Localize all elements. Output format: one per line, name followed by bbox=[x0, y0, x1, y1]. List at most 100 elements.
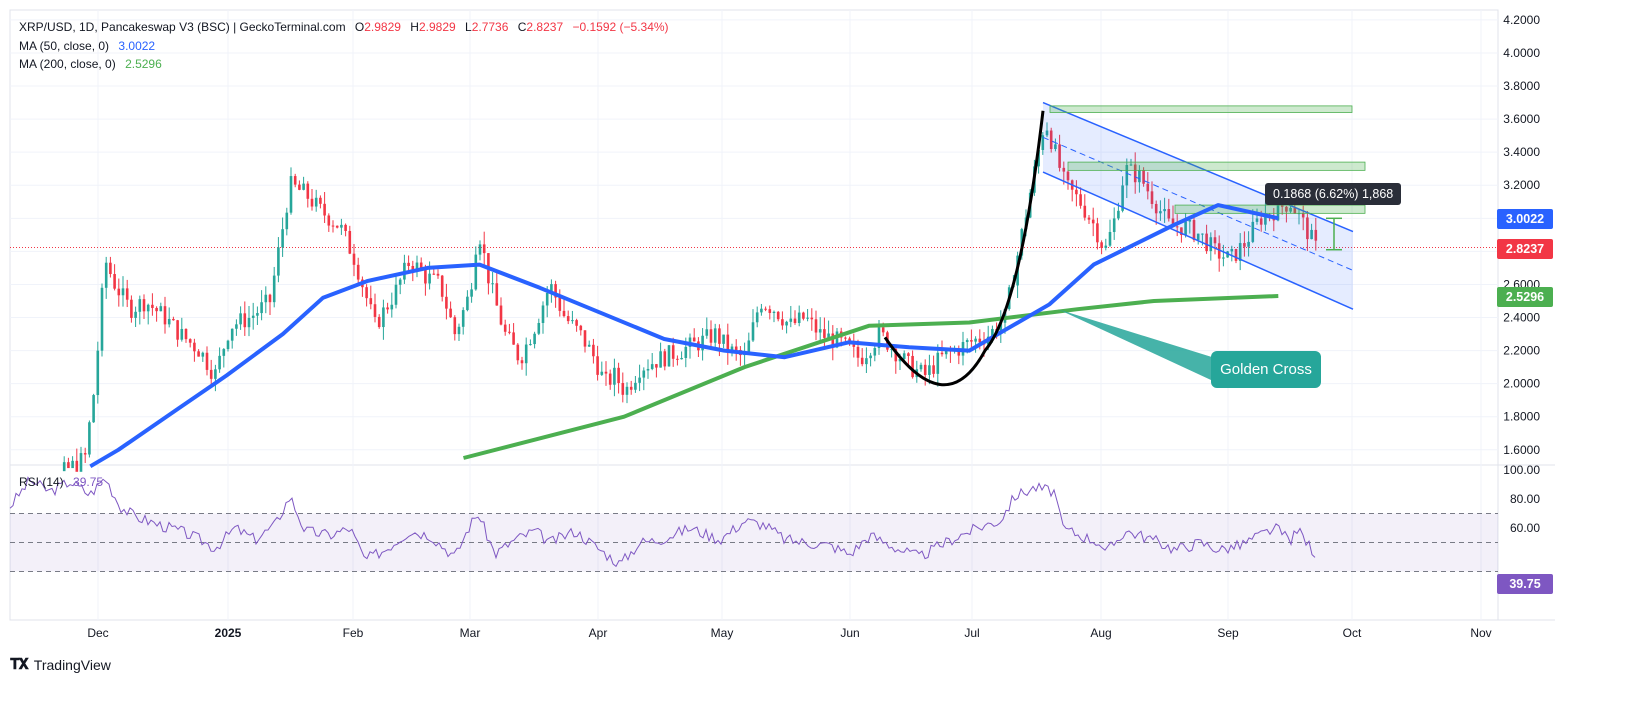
open-label: O bbox=[354, 20, 365, 34]
candle-body bbox=[1049, 130, 1053, 150]
candle-body bbox=[646, 368, 650, 371]
candle-body bbox=[117, 288, 121, 296]
candle-body bbox=[734, 346, 738, 350]
candle-body bbox=[377, 316, 381, 328]
candle-body bbox=[445, 296, 448, 309]
candle-body bbox=[1243, 243, 1246, 247]
price-tick-label: 3.4000 bbox=[1503, 145, 1540, 159]
candle-body bbox=[331, 225, 335, 227]
rsi-legend[interactable]: RSI (14) 39.75 bbox=[19, 475, 103, 489]
candle-body bbox=[625, 386, 629, 395]
candle-body bbox=[1205, 233, 1208, 252]
candle-body bbox=[163, 306, 167, 325]
candle-body bbox=[62, 462, 66, 472]
candle-body bbox=[516, 344, 520, 361]
ma200-price-tag: 2.5296 bbox=[1497, 287, 1553, 307]
candle-body bbox=[533, 333, 536, 345]
candle-body bbox=[638, 377, 641, 383]
candle-body bbox=[310, 198, 314, 207]
candle-body bbox=[604, 371, 608, 374]
candle-body bbox=[138, 299, 142, 312]
candle-body bbox=[1251, 221, 1255, 242]
candle-body bbox=[524, 344, 528, 364]
candle-body bbox=[373, 304, 377, 317]
candle-body bbox=[974, 338, 977, 342]
candle-body bbox=[457, 326, 461, 335]
candle-body bbox=[663, 351, 667, 367]
tradingview-logo[interactable]: 𝐓𝐗 TradingView bbox=[10, 656, 111, 673]
candle-body bbox=[1129, 164, 1133, 166]
candle-body bbox=[88, 422, 91, 455]
candle-body bbox=[239, 313, 242, 325]
candle-body bbox=[999, 322, 1003, 334]
tradingview-logo-icon: 𝐓𝐗 bbox=[10, 656, 29, 673]
candle-body bbox=[1154, 203, 1158, 214]
candle-body bbox=[890, 348, 893, 350]
candle-body bbox=[1310, 229, 1313, 240]
candle-body bbox=[877, 327, 881, 349]
candle-body bbox=[802, 312, 805, 319]
channel-upper-line bbox=[1042, 101, 1354, 233]
candle-body bbox=[298, 184, 301, 190]
candle-body bbox=[470, 289, 473, 297]
candle-body bbox=[1184, 221, 1187, 236]
time-tick-label: Sep bbox=[1217, 626, 1239, 640]
candle-body bbox=[1054, 144, 1057, 150]
ma50-line bbox=[89, 203, 1279, 469]
candle-body bbox=[823, 329, 826, 338]
golden-cross-label[interactable]: Golden Cross bbox=[1211, 351, 1321, 388]
candle-body bbox=[764, 308, 767, 310]
candle-body bbox=[1062, 167, 1066, 172]
candle-body bbox=[932, 365, 935, 374]
candle-body bbox=[121, 288, 125, 296]
candle-body bbox=[453, 317, 457, 335]
candle-body bbox=[79, 453, 83, 472]
measure-label[interactable]: 0.1868 (6.62%) 1,868 bbox=[1265, 183, 1402, 205]
candle-body bbox=[919, 364, 923, 370]
candle-body bbox=[289, 176, 293, 213]
ma200-label: MA (200, close, 0) bbox=[19, 57, 116, 71]
time-tick-label: May bbox=[711, 626, 734, 640]
candle-body bbox=[1108, 232, 1112, 246]
candle-body bbox=[566, 316, 570, 322]
candle-body bbox=[558, 297, 562, 311]
candle-body bbox=[365, 287, 368, 299]
candle-body bbox=[1222, 257, 1225, 259]
rsi-legend-value: 39.75 bbox=[73, 475, 104, 489]
candle-body bbox=[482, 244, 486, 254]
rsi-tick-label: 100.00 bbox=[1503, 463, 1540, 477]
high-value: 2.9829 bbox=[418, 20, 456, 34]
candle-body bbox=[902, 353, 906, 359]
candle-body bbox=[587, 344, 591, 347]
candle-body bbox=[810, 317, 814, 320]
change-value: −0.1592 (−5.34%) bbox=[572, 20, 669, 34]
candle-body bbox=[142, 299, 146, 312]
symbol-legend[interactable]: XRP/USD, 1D, Pancakeswap V3 (BSC) | Geck… bbox=[19, 20, 669, 34]
candle-body bbox=[130, 299, 133, 318]
candle-body bbox=[852, 344, 856, 347]
price-chart[interactable]: 4.2000 4.0000 3.8000 3.6000 3.4000 3.2000 3.00… bbox=[0, 0, 1568, 685]
rsi-price-tag: 39.75 bbox=[1497, 574, 1553, 594]
high-label: H bbox=[410, 20, 419, 34]
candle-body bbox=[314, 197, 318, 207]
candle-body bbox=[260, 302, 263, 314]
candle-body bbox=[747, 340, 751, 354]
candle-body bbox=[923, 364, 927, 375]
ma200-legend[interactable]: MA (200, close, 0) 2.5296 bbox=[19, 57, 162, 71]
rsi-line bbox=[9, 476, 1316, 568]
candle-body bbox=[608, 373, 612, 385]
candle-body bbox=[449, 308, 452, 318]
tradingview-name: TradingView bbox=[33, 656, 111, 673]
close-label: C bbox=[517, 20, 527, 34]
candle-body bbox=[1150, 191, 1154, 204]
candle-body bbox=[659, 351, 662, 368]
candle-body bbox=[1041, 135, 1045, 150]
time-tick-label: Jul bbox=[964, 626, 979, 640]
candle-body bbox=[1230, 249, 1234, 252]
ma50-legend[interactable]: MA (50, close, 0) 3.0022 bbox=[19, 39, 155, 53]
price-tick-label: 2.2000 bbox=[1503, 344, 1540, 358]
candle-body bbox=[671, 345, 675, 359]
candle-body bbox=[243, 313, 247, 328]
candle-body bbox=[277, 247, 280, 276]
candle-body bbox=[398, 279, 402, 285]
